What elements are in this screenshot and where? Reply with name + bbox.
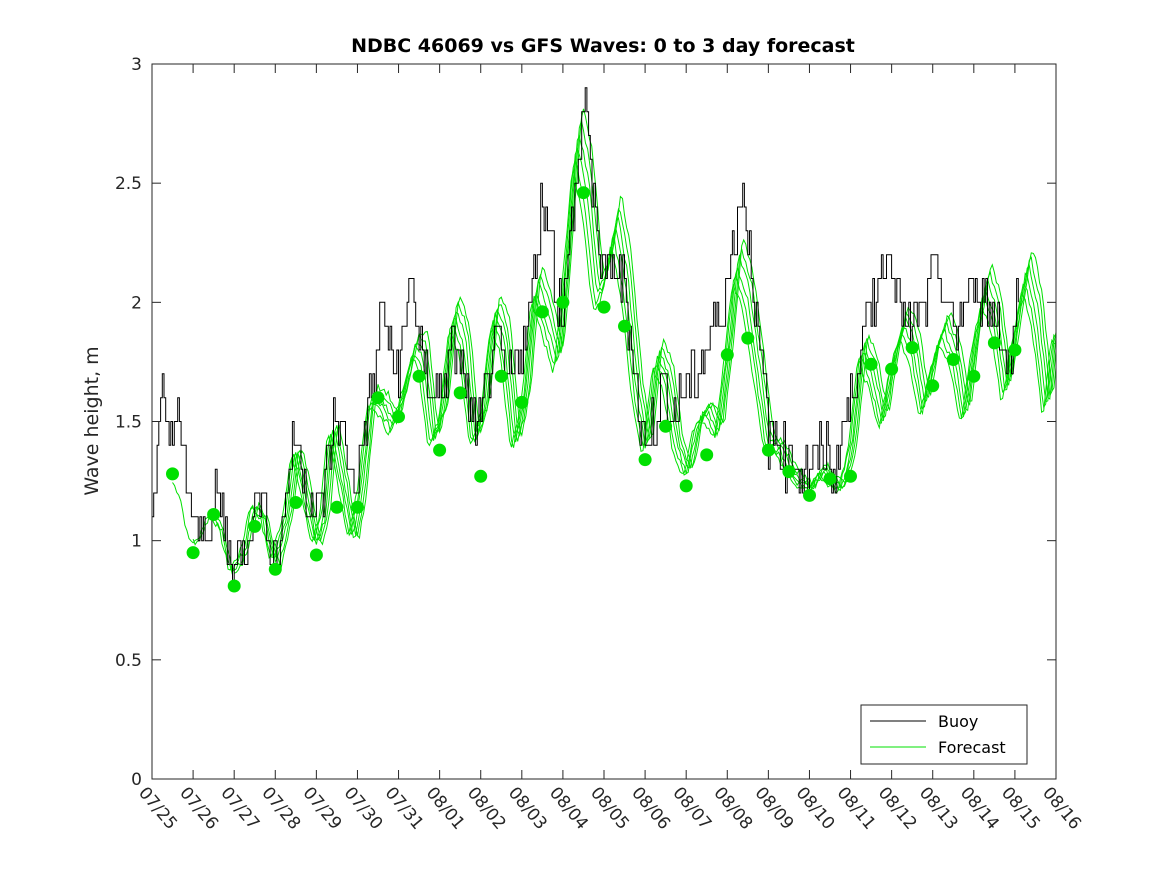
forecast-marker-4 [227, 579, 241, 593]
forecast-marker-27 [700, 448, 714, 462]
y-tick-label: 0 [131, 770, 142, 790]
forecast-marker-18 [515, 395, 529, 409]
forecast-marker-23 [618, 319, 631, 333]
forecast-marker-3 [207, 508, 221, 521]
forecast-marker-14 [433, 443, 447, 457]
forecast-marker-16 [474, 469, 488, 483]
y-tick-label: 1.5 [115, 413, 142, 433]
forecast-marker-28 [720, 348, 734, 362]
y-tick-label: 3 [131, 55, 142, 75]
forecast-marker-21 [577, 186, 590, 200]
forecast-marker-30 [761, 443, 775, 457]
y-axis-label: Wave height, m [81, 346, 103, 495]
forecast-series-line-5 [254, 120, 1056, 566]
forecast-marker-6 [268, 562, 282, 576]
forecast-marker-26 [679, 479, 693, 493]
forecast-marker-13 [412, 369, 426, 383]
chart-title: NDBC 46069 vs GFS Waves: 0 to 3 day fore… [351, 35, 855, 57]
forecast-marker-9 [330, 500, 344, 514]
legend-forecast-label: Forecast [938, 738, 1006, 757]
forecast-marker-40 [967, 369, 981, 383]
forecast-marker-39 [946, 353, 960, 366]
forecast-marker-32 [803, 488, 816, 502]
forecast-marker-17 [494, 369, 508, 383]
y-tick-label: 0.5 [115, 651, 142, 671]
buoy-series-line [152, 87, 1019, 589]
forecast-marker-34 [844, 469, 857, 483]
forecast-marker-37 [905, 341, 919, 355]
forecast-series-line-6 [274, 108, 1056, 569]
forecast-marker-38 [926, 379, 940, 393]
forecast-marker-41 [987, 336, 1001, 350]
y-tick-label: 2 [131, 293, 142, 313]
y-tick-label: 2.5 [115, 174, 142, 194]
forecast-series-line-3 [213, 147, 1056, 572]
forecast-series-line-2 [192, 158, 1056, 576]
forecast-marker-42 [1008, 343, 1022, 357]
y-tick-label: 1 [131, 532, 142, 552]
forecast-marker-12 [392, 410, 405, 424]
forecast-marker-36 [885, 362, 899, 376]
forecast-marker-15 [453, 386, 467, 400]
forecast-marker-1 [166, 467, 179, 481]
forecast-marker-31 [782, 465, 796, 479]
plot-area [152, 87, 1056, 593]
forecast-marker-2 [186, 546, 200, 560]
legend-buoy-label: Buoy [938, 712, 978, 731]
forecast-marker-7 [289, 496, 303, 509]
forecast-marker-33 [823, 472, 837, 486]
forecast-marker-24 [638, 453, 652, 467]
forecast-marker-25 [659, 419, 673, 433]
legend: Buoy Forecast [860, 704, 1028, 765]
forecast-marker-11 [371, 391, 385, 405]
forecast-marker-22 [597, 300, 611, 314]
forecast-marker-8 [309, 548, 323, 562]
forecast-marker-20 [556, 295, 570, 309]
forecast-marker-10 [351, 500, 364, 514]
forecast-marker-29 [741, 331, 755, 345]
forecast-marker-35 [864, 357, 878, 371]
forecast-marker-5 [248, 519, 262, 533]
forecast-marker-19 [535, 305, 549, 319]
legend-box [860, 704, 1028, 765]
